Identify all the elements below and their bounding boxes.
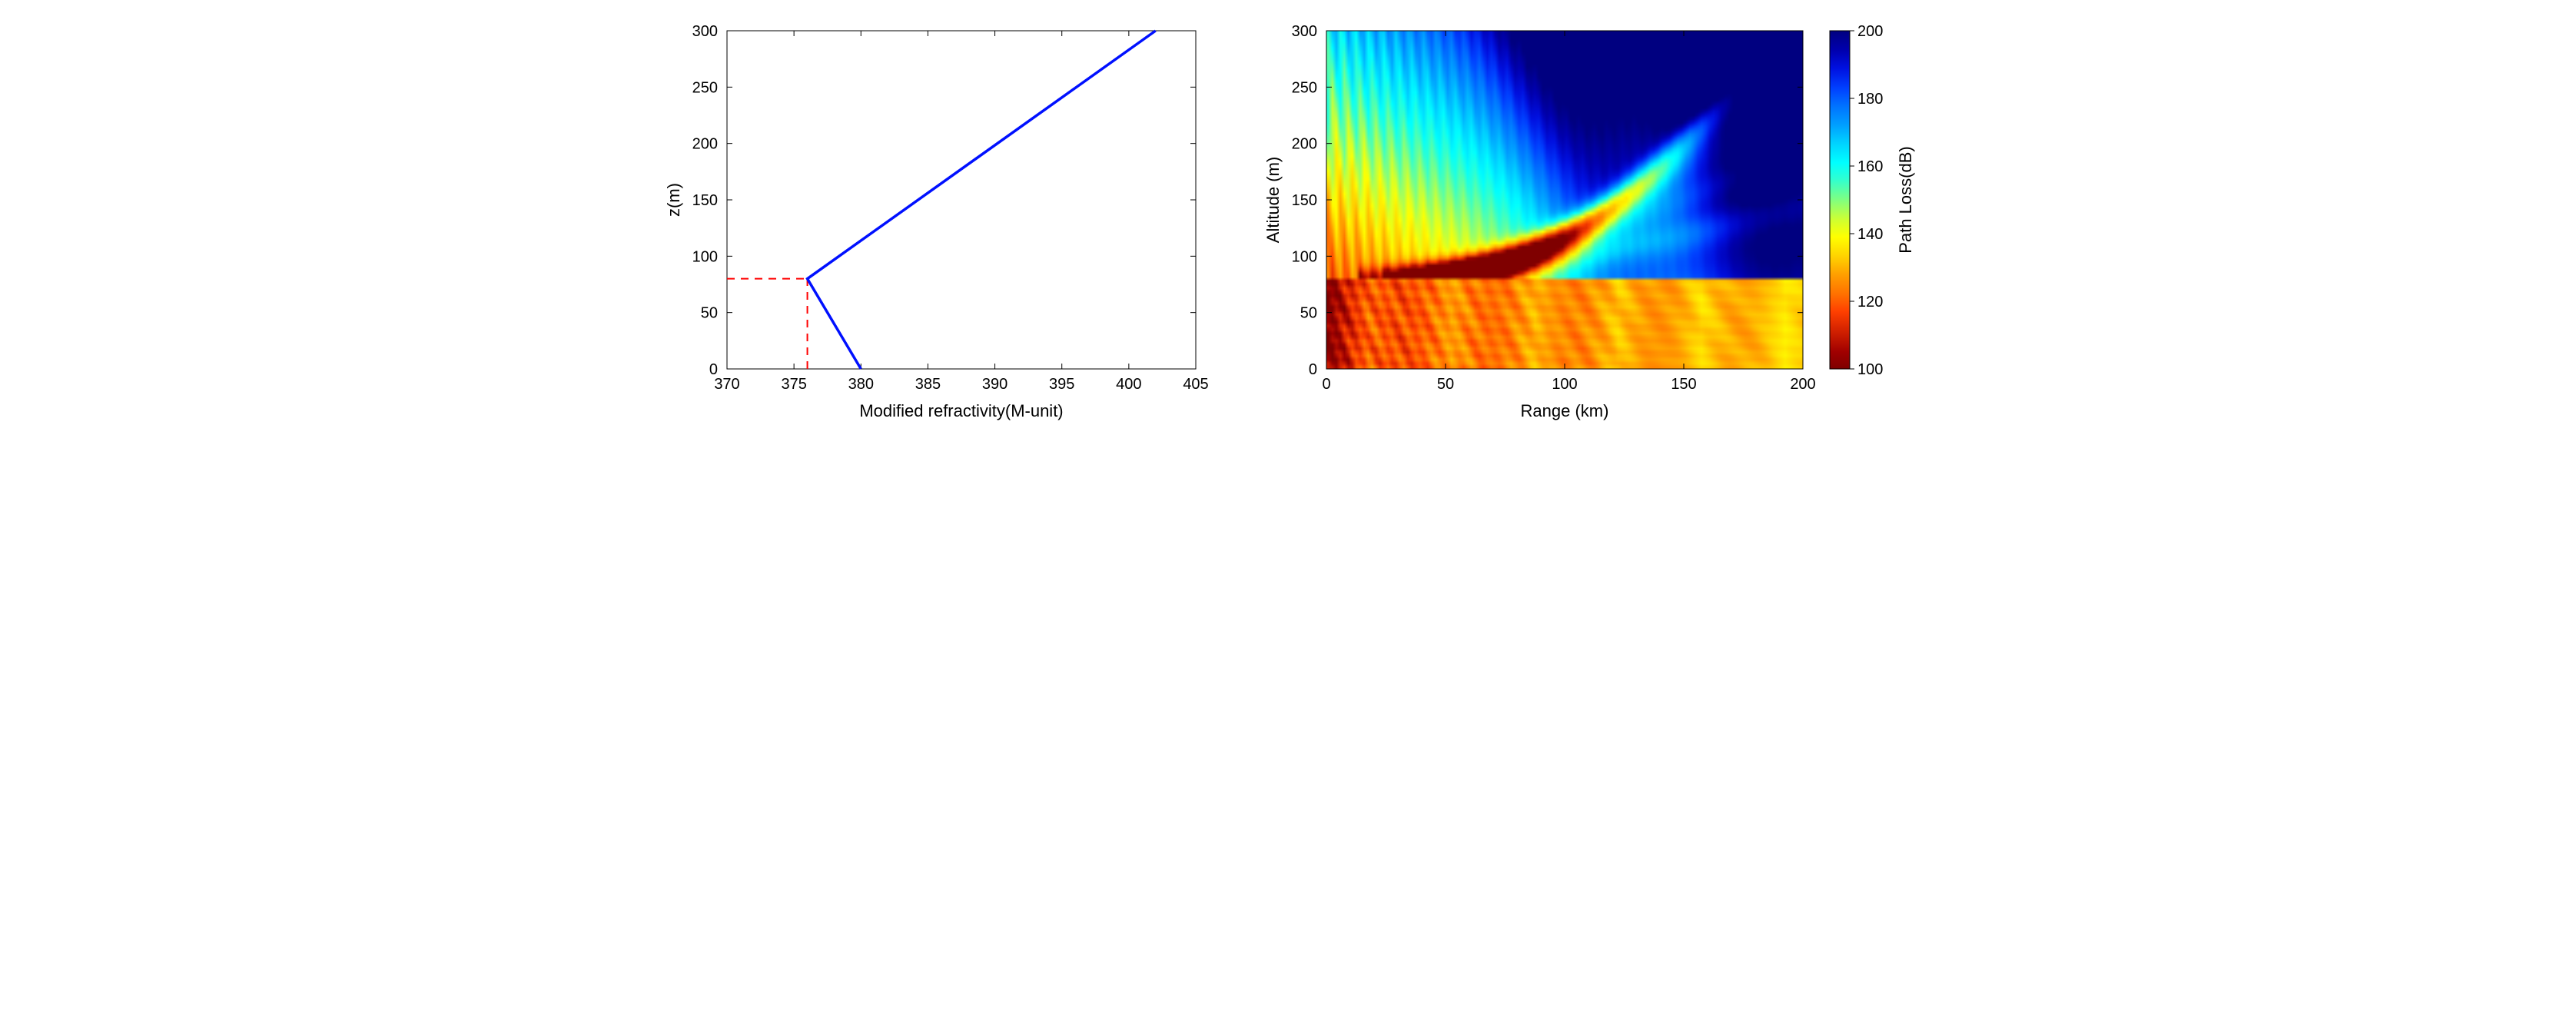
svg-text:50: 50 [1437,376,1454,393]
svg-text:0: 0 [709,361,718,378]
svg-text:300: 300 [692,23,718,40]
svg-text:160: 160 [1857,158,1883,175]
svg-text:50: 50 [701,305,718,322]
svg-text:Modified refractivity(M-unit): Modified refractivity(M-unit) [859,401,1063,420]
svg-text:100: 100 [1292,248,1317,265]
svg-text:370: 370 [714,376,739,393]
svg-text:375: 375 [781,376,806,393]
right-chart: 0 50 100 150 200 0 50 100 150 200 250 300 Range (km)… [1257,15,1918,430]
svg-text:50: 50 [1300,305,1317,322]
svg-text:150: 150 [1671,376,1696,393]
left-chart: 370 375 380 385 390 395 400 405 0 50 100 150 200 250 3… [658,15,1211,430]
svg-text:400: 400 [1116,376,1141,393]
svg-text:z(m): z(m) [664,183,683,217]
svg-text:150: 150 [1292,192,1317,209]
svg-text:150: 150 [692,192,718,209]
svg-text:395: 395 [1049,376,1074,393]
svg-text:0: 0 [1309,361,1317,378]
svg-text:380: 380 [848,376,874,393]
svg-text:100: 100 [692,248,718,265]
svg-text:120: 120 [1857,294,1883,311]
left-panel: 370 375 380 385 390 395 400 405 0 50 100 150 200 250 3… [658,15,1211,430]
figure-wrap: 370 375 380 385 390 395 400 405 0 50 100 150 200 250 3… [658,15,1918,430]
svg-text:250: 250 [1292,79,1317,96]
svg-text:0: 0 [1322,376,1330,393]
svg-text:100: 100 [1857,361,1883,378]
svg-text:Altitude (m): Altitude (m) [1263,157,1283,243]
right-panel: 0 50 100 150 200 0 50 100 150 200 250 300 Range (km)… [1257,15,1918,430]
svg-text:100: 100 [1552,376,1577,393]
svg-text:180: 180 [1857,91,1883,108]
svg-text:200: 200 [692,136,718,153]
svg-text:200: 200 [1857,23,1883,40]
svg-text:200: 200 [1292,136,1317,153]
svg-text:250: 250 [692,79,718,96]
svg-text:300: 300 [1292,23,1317,40]
svg-text:200: 200 [1790,376,1815,393]
svg-text:Path Loss(dB): Path Loss(dB) [1896,146,1915,253]
svg-text:390: 390 [982,376,1007,393]
svg-text:385: 385 [915,376,941,393]
svg-text:405: 405 [1183,376,1208,393]
svg-text:140: 140 [1857,226,1883,243]
svg-text:Range (km): Range (km) [1521,401,1609,420]
